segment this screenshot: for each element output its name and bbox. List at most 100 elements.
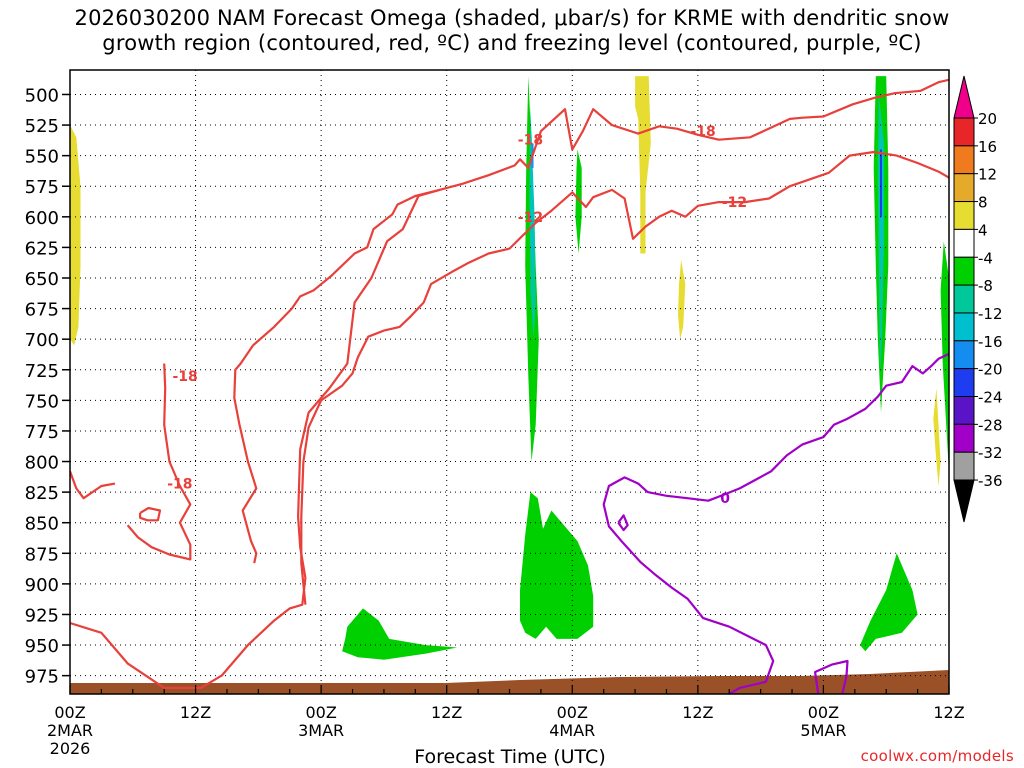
colorbar-bin-11	[953, 396, 975, 425]
y-tick-label-625: 625	[25, 238, 59, 259]
colorbar-bin-bottom	[953, 479, 975, 523]
x-tick-label-72-0: 00Z	[808, 703, 839, 722]
x-tick-label-0-2: 2026	[50, 739, 91, 758]
contour-label-5: -12	[518, 210, 543, 226]
y-tick-label-825: 825	[25, 483, 59, 504]
contour-line-8	[814, 659, 849, 694]
omega-region-10	[940, 241, 949, 474]
colorbar-label-13: -36	[978, 472, 1003, 490]
colorbar-label-9: -20	[978, 361, 1003, 379]
y-tick-label-725: 725	[25, 361, 59, 382]
contour-line-1	[233, 188, 440, 564]
colorbar-bin-13	[953, 451, 975, 481]
omega-region-0	[70, 125, 81, 346]
colorbar-label-4: 4	[978, 221, 988, 239]
contour-line-2	[70, 470, 116, 500]
colorbar-bin-10	[953, 368, 975, 397]
colorbar-bin-top	[953, 75, 975, 119]
contour-label-extra-0: -18	[690, 124, 715, 140]
contour-label-0: -18	[518, 133, 543, 149]
contour-label-2: -18	[167, 477, 192, 493]
omega-region-6	[575, 149, 582, 254]
contour-labels: -18 -18 -18 -12 0 -18 -12	[167, 124, 747, 507]
y-tick-label-800: 800	[25, 453, 59, 474]
y-tick-label-500: 500	[25, 85, 59, 106]
y-tick-label-975: 975	[25, 667, 59, 688]
omega-region-4	[635, 76, 651, 254]
colorbar-label-7: -12	[978, 305, 1003, 323]
colorbar-bin-6	[953, 256, 975, 286]
chart-title: 2026030200 NAM Forecast Omega (shaded, μ…	[0, 6, 1024, 56]
y-tick-label-550: 550	[25, 147, 59, 168]
colorbar: 20 16 12 8 4 -4 -8 -12 -16 -20 -24 -28 -32 -36	[953, 75, 1003, 523]
x-tick-label-72-1: 5MAR	[800, 721, 846, 740]
y-tick-label-675: 675	[25, 300, 59, 321]
contour-line-0	[70, 78, 949, 689]
colorbar-bin-7	[953, 284, 975, 314]
terrain-fill	[70, 683, 949, 694]
colorbar-bin-3	[953, 173, 975, 203]
colorbar-label-6: -8	[978, 277, 993, 295]
y-tick-label-775: 775	[25, 422, 59, 443]
contour-line-5	[300, 150, 949, 605]
colorbar-bin-5	[953, 228, 975, 258]
colorbar-label-0: 20	[978, 110, 997, 128]
contour-label-1: -18	[172, 369, 197, 385]
omega-region-3	[530, 131, 534, 278]
contour-label-6: 0	[720, 491, 730, 507]
y-tick-label-575: 575	[25, 177, 59, 198]
colorbar-label-1: 16	[978, 138, 997, 156]
terrain-top-edge	[70, 670, 949, 688]
credit-text: coolwx.com/models	[860, 747, 1014, 765]
colorbar-label-3: 8	[978, 194, 988, 212]
y-tick-label-750: 750	[25, 391, 59, 412]
colorbar-bin-8	[953, 312, 975, 342]
x-tick-label-60-0: 12Z	[682, 703, 713, 722]
y-tick-label-925: 925	[25, 605, 59, 626]
contour-line-4	[126, 363, 192, 561]
y-tick-label-525: 525	[25, 116, 59, 137]
contour-label-extra-1: -12	[722, 195, 747, 211]
contour-line-3	[139, 506, 162, 522]
omega-region-13	[520, 492, 594, 639]
y-tick-label-875: 875	[25, 544, 59, 565]
x-tick-label-12-0: 12Z	[180, 703, 211, 722]
y-tick-label-700: 700	[25, 330, 59, 351]
omega-region-5	[678, 259, 686, 340]
y-axis: 500 525 550 575 600 625 650 675 700 725 750 775 800 8…	[25, 85, 70, 688]
x-tick-label-48-1: 4MAR	[549, 721, 595, 740]
colorbar-label-8: -16	[978, 333, 1003, 351]
colorbar-label-12: -32	[978, 444, 1003, 462]
contour-line-6	[602, 352, 949, 694]
x-tick-label-0-1: 2MAR	[47, 721, 93, 740]
x-tick-label-84-0: 12Z	[933, 703, 964, 722]
omega-region-11	[933, 388, 941, 486]
colorbar-label-2: 12	[978, 166, 997, 184]
x-tick-label-48-0: 00Z	[557, 703, 588, 722]
colorbar-label-11: -28	[978, 416, 1003, 434]
colorbar-bin-12	[953, 423, 975, 453]
omega-shading	[70, 76, 949, 660]
x-tick-label-24-0: 00Z	[305, 703, 336, 722]
plot-frame	[69, 69, 950, 695]
x-tick-label-0-0: 00Z	[54, 703, 85, 722]
y-tick-label-850: 850	[25, 514, 59, 535]
colorbar-bin-2	[953, 145, 975, 175]
colorbar-label-10: -24	[978, 389, 1003, 407]
x-axis-label: Forecast Time (UTC)	[414, 746, 605, 768]
omega-region-12	[342, 608, 458, 660]
colorbar-label-5: -4	[978, 249, 993, 267]
y-tick-label-900: 900	[25, 575, 59, 596]
y-tick-label-950: 950	[25, 636, 59, 657]
omega-region-14	[860, 553, 918, 652]
colorbar-bin-1	[953, 117, 975, 147]
x-tick-label-24-1: 3MAR	[298, 721, 344, 740]
y-tick-label-600: 600	[25, 208, 59, 229]
colorbar-bin-4	[953, 201, 975, 230]
y-tick-label-650: 650	[25, 269, 59, 290]
colorbar-bin-9	[953, 340, 975, 370]
temperature-contours	[70, 78, 949, 694]
x-tick-label-36-0: 12Z	[431, 703, 462, 722]
title-line-1: 2026030200 NAM Forecast Omega (shaded, μ…	[74, 6, 950, 30]
